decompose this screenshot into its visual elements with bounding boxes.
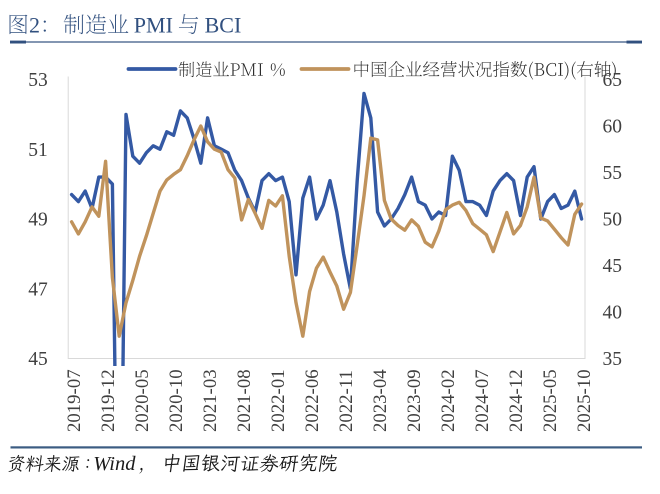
svg-text:60: 60 xyxy=(603,117,623,138)
svg-text:2020-10: 2020-10 xyxy=(166,369,187,432)
svg-text:51: 51 xyxy=(28,140,48,161)
svg-text:50: 50 xyxy=(603,210,623,231)
svg-text:2025-05: 2025-05 xyxy=(540,369,561,432)
svg-text:35: 35 xyxy=(603,349,623,370)
svg-text:2022-01: 2022-01 xyxy=(268,369,289,432)
svg-text:Wind: Wind xyxy=(93,453,136,475)
svg-text:65: 65 xyxy=(603,70,623,91)
svg-text:2: 2 xyxy=(29,13,40,38)
svg-text:2024-07: 2024-07 xyxy=(472,369,493,432)
svg-text:2023-09: 2023-09 xyxy=(404,369,425,432)
svg-text:BCI: BCI xyxy=(205,13,242,38)
svg-text:2019-12: 2019-12 xyxy=(98,369,119,432)
svg-text:2021-08: 2021-08 xyxy=(234,369,255,432)
svg-text:PMI: PMI xyxy=(134,13,173,38)
svg-text:2022-06: 2022-06 xyxy=(302,369,323,432)
svg-text:2023-04: 2023-04 xyxy=(370,369,391,432)
svg-text:2021-03: 2021-03 xyxy=(200,369,221,432)
svg-text:53: 53 xyxy=(28,70,48,91)
svg-text:45: 45 xyxy=(28,349,48,370)
svg-text:2022-11: 2022-11 xyxy=(336,370,357,432)
svg-text:47: 47 xyxy=(28,279,48,300)
svg-text:2019-07: 2019-07 xyxy=(64,369,85,432)
svg-text:49: 49 xyxy=(28,210,48,231)
svg-text:40: 40 xyxy=(603,303,623,324)
svg-text:2020-05: 2020-05 xyxy=(132,369,153,432)
svg-text:2024-12: 2024-12 xyxy=(506,369,527,432)
svg-text:55: 55 xyxy=(603,163,623,184)
svg-text:45: 45 xyxy=(603,256,623,277)
svg-text:2024-02: 2024-02 xyxy=(438,369,459,432)
svg-text:2025-10: 2025-10 xyxy=(574,369,595,432)
